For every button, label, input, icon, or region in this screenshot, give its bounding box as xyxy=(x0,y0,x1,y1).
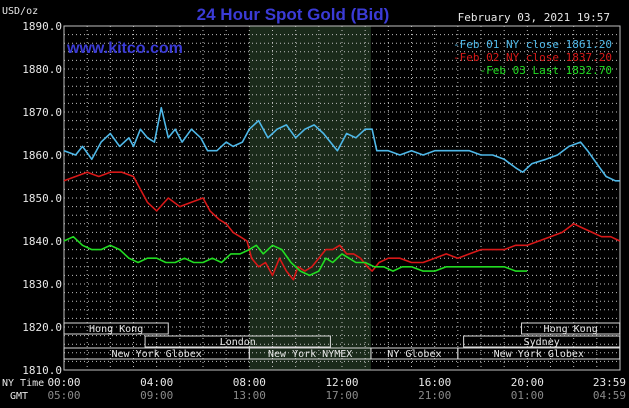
session-box xyxy=(144,335,331,348)
session-box xyxy=(463,335,621,348)
x-tick-gmt: 05:00 xyxy=(47,389,80,402)
chart-title: 24 Hour Spot Gold (Bid) xyxy=(197,5,390,24)
site-url: www.kitco.com xyxy=(66,40,183,57)
y-tick-label: 1890.0 xyxy=(22,20,62,33)
y-bottom-label: 1810.0 xyxy=(22,364,62,377)
x-tick-ny: 04:00 xyxy=(140,376,173,389)
series-line xyxy=(63,235,528,277)
y-tick-label: 1820.0 xyxy=(22,321,62,334)
x-tick-ny: 08:00 xyxy=(233,376,266,389)
session-label: Hong Kong xyxy=(89,324,143,335)
session-label: Sydney xyxy=(524,337,560,348)
x-axis-ny-label: NY Time xyxy=(2,378,44,389)
grid xyxy=(63,25,621,371)
x-tick-gmt: 13:00 xyxy=(233,389,266,402)
x-tick-ny: 16:00 xyxy=(418,376,451,389)
session-box xyxy=(457,347,621,360)
x-axis-gmt-label: GMT xyxy=(10,391,28,402)
legend: -Feb 01 NY close 1861.20-Feb 02 NY close… xyxy=(453,38,612,77)
x-tick-ny: 12:00 xyxy=(325,376,358,389)
series-line xyxy=(63,171,621,281)
x-tick-ny: 23:59 xyxy=(593,376,626,389)
session-label: London xyxy=(220,337,256,348)
x-tick-ny: 00:00 xyxy=(47,376,80,389)
session-label: NY Globex xyxy=(387,349,441,360)
y-tick-label: 1850.0 xyxy=(22,192,62,205)
session-label: Hong Kong xyxy=(544,324,598,335)
timestamp: February 03, 2021 19:57 xyxy=(458,11,610,24)
y-tick-label: 1830.0 xyxy=(22,278,62,291)
plot-frame xyxy=(63,25,621,371)
axes: 1820.0 1830.0 1840.0 1850.0 1860.0 1870.0 1880… xyxy=(22,20,626,402)
y-tick-label: 1870.0 xyxy=(22,106,62,119)
x-tick-gmt: 01:00 xyxy=(511,389,544,402)
session-box xyxy=(521,322,621,335)
session-label: New York Globex xyxy=(494,349,584,360)
series-line xyxy=(63,106,620,182)
y-unit-label: USD/oz xyxy=(2,6,38,17)
nymex-session-band xyxy=(249,26,371,370)
x-tick-gmt: 21:00 xyxy=(418,389,451,402)
y-tick-label: 1880.0 xyxy=(22,63,62,76)
x-tick-gmt: 17:00 xyxy=(325,389,358,402)
session-label: New York Globex xyxy=(112,349,202,360)
y-tick-label: 1840.0 xyxy=(22,235,62,248)
session-box xyxy=(63,322,169,335)
session-label: New York NYMEX xyxy=(268,349,352,360)
legend-entry: -Feb 01 NY close 1861.20 xyxy=(453,38,612,51)
x-tick-ny: 20:00 xyxy=(511,376,544,389)
y-tick-label: 1860.0 xyxy=(22,149,62,162)
x-tick-gmt: 09:00 xyxy=(140,389,173,402)
legend-entry: -Feb 02 NY close 1837.20 xyxy=(453,51,612,64)
x-tick-gmt: 04:59 xyxy=(593,389,626,402)
legend-entry: -Feb 03 Last 1832.70 xyxy=(480,64,612,77)
series-lines xyxy=(63,106,621,281)
